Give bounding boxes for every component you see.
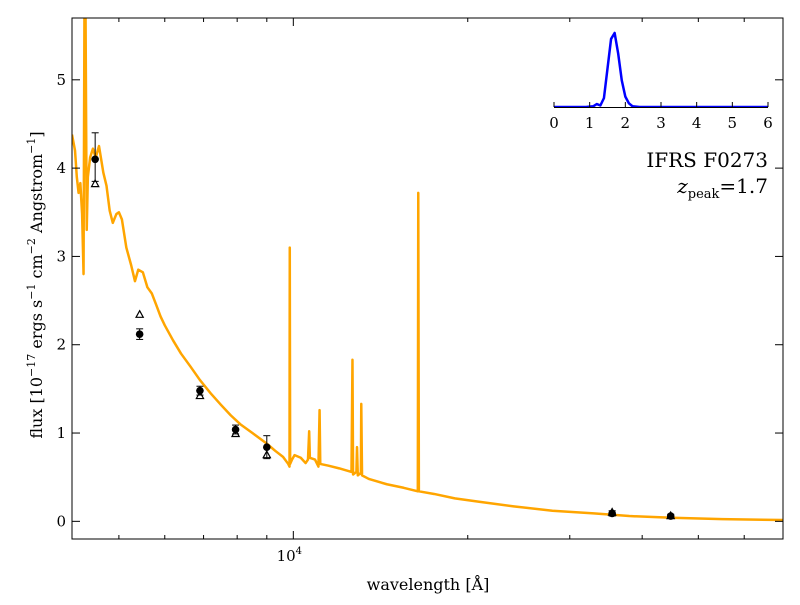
- x-tick-exponent: 4: [296, 546, 302, 557]
- inset-x-tick-label: 3: [656, 114, 666, 132]
- y-tick-label: 4: [56, 159, 66, 177]
- inset-x-tick-label: 2: [621, 114, 631, 132]
- observed-photometry-point: [91, 155, 99, 164]
- x-tick-label: 104: [277, 546, 302, 565]
- y-label-prefix: flux [10: [27, 377, 46, 439]
- observed-photometry-point: [608, 509, 616, 518]
- redshift-symbol: z: [676, 174, 688, 198]
- observed-photometry-point: [666, 512, 675, 520]
- inset-curve-layer: [554, 31, 768, 108]
- sed-curve-layer: [72, 18, 783, 522]
- redshift-pdf-inset: 0 1 2 3 4 5 6: [549, 31, 773, 132]
- x-axis-ticks: 104: [118, 18, 784, 565]
- redshift-value: =1.7: [719, 174, 768, 198]
- observed-photometry-point: [196, 386, 204, 395]
- sed-model-curve: [72, 18, 783, 522]
- y-axis-label: flux [10−17 ergs s−1 cm−2 Angstrom−1]: [25, 131, 46, 438]
- y-label-suffix: ]: [27, 131, 46, 137]
- y-label-exp1: −17: [25, 354, 38, 377]
- observed-photometry-point: [231, 425, 240, 434]
- y-tick-label: 1: [56, 424, 66, 442]
- plot-frame: [71, 17, 784, 540]
- x-tick-base: 10: [277, 547, 296, 565]
- inset-x-tick-label: 1: [585, 114, 595, 132]
- y-label-mid1: ergs s: [27, 300, 46, 354]
- inset-x-ticks: 0 1 2 3 4 5 6: [549, 102, 773, 132]
- photometry-layer: [90, 132, 676, 520]
- inset-x-tick-label: 6: [763, 114, 773, 132]
- x-axis-label: wavelength [Å]: [367, 574, 490, 594]
- inset-x-tick-label: 5: [728, 114, 738, 132]
- y-tick-label: 2: [56, 336, 66, 354]
- y-tick-label: 0: [56, 512, 66, 530]
- redshift-subscript: peak: [688, 187, 720, 202]
- object-name: IFRS F0273: [646, 148, 768, 172]
- observed-photometry-point: [263, 443, 271, 451]
- y-axis-ticks: 0 1 2 3 4 5: [56, 71, 783, 530]
- observed-photometry-point: [135, 330, 144, 338]
- redshift-pdf-curve: [554, 31, 768, 108]
- y-label-exp3: −2: [25, 238, 38, 254]
- y-label-mid3: Angstrom: [27, 154, 46, 238]
- inset-x-tick-label: 4: [692, 114, 702, 132]
- y-tick-label: 3: [56, 247, 66, 265]
- inset-x-tick-label: 0: [549, 114, 559, 132]
- redshift-annotation: zpeak=1.7: [676, 174, 768, 202]
- model-photometry-triangle: [135, 309, 145, 318]
- y-label-exp2: −1: [25, 284, 38, 300]
- y-label-exp4: −1: [25, 138, 38, 154]
- model-photometry-triangle: [90, 178, 100, 188]
- y-tick-label: 5: [56, 71, 66, 89]
- y-label-mid2: cm: [27, 254, 46, 283]
